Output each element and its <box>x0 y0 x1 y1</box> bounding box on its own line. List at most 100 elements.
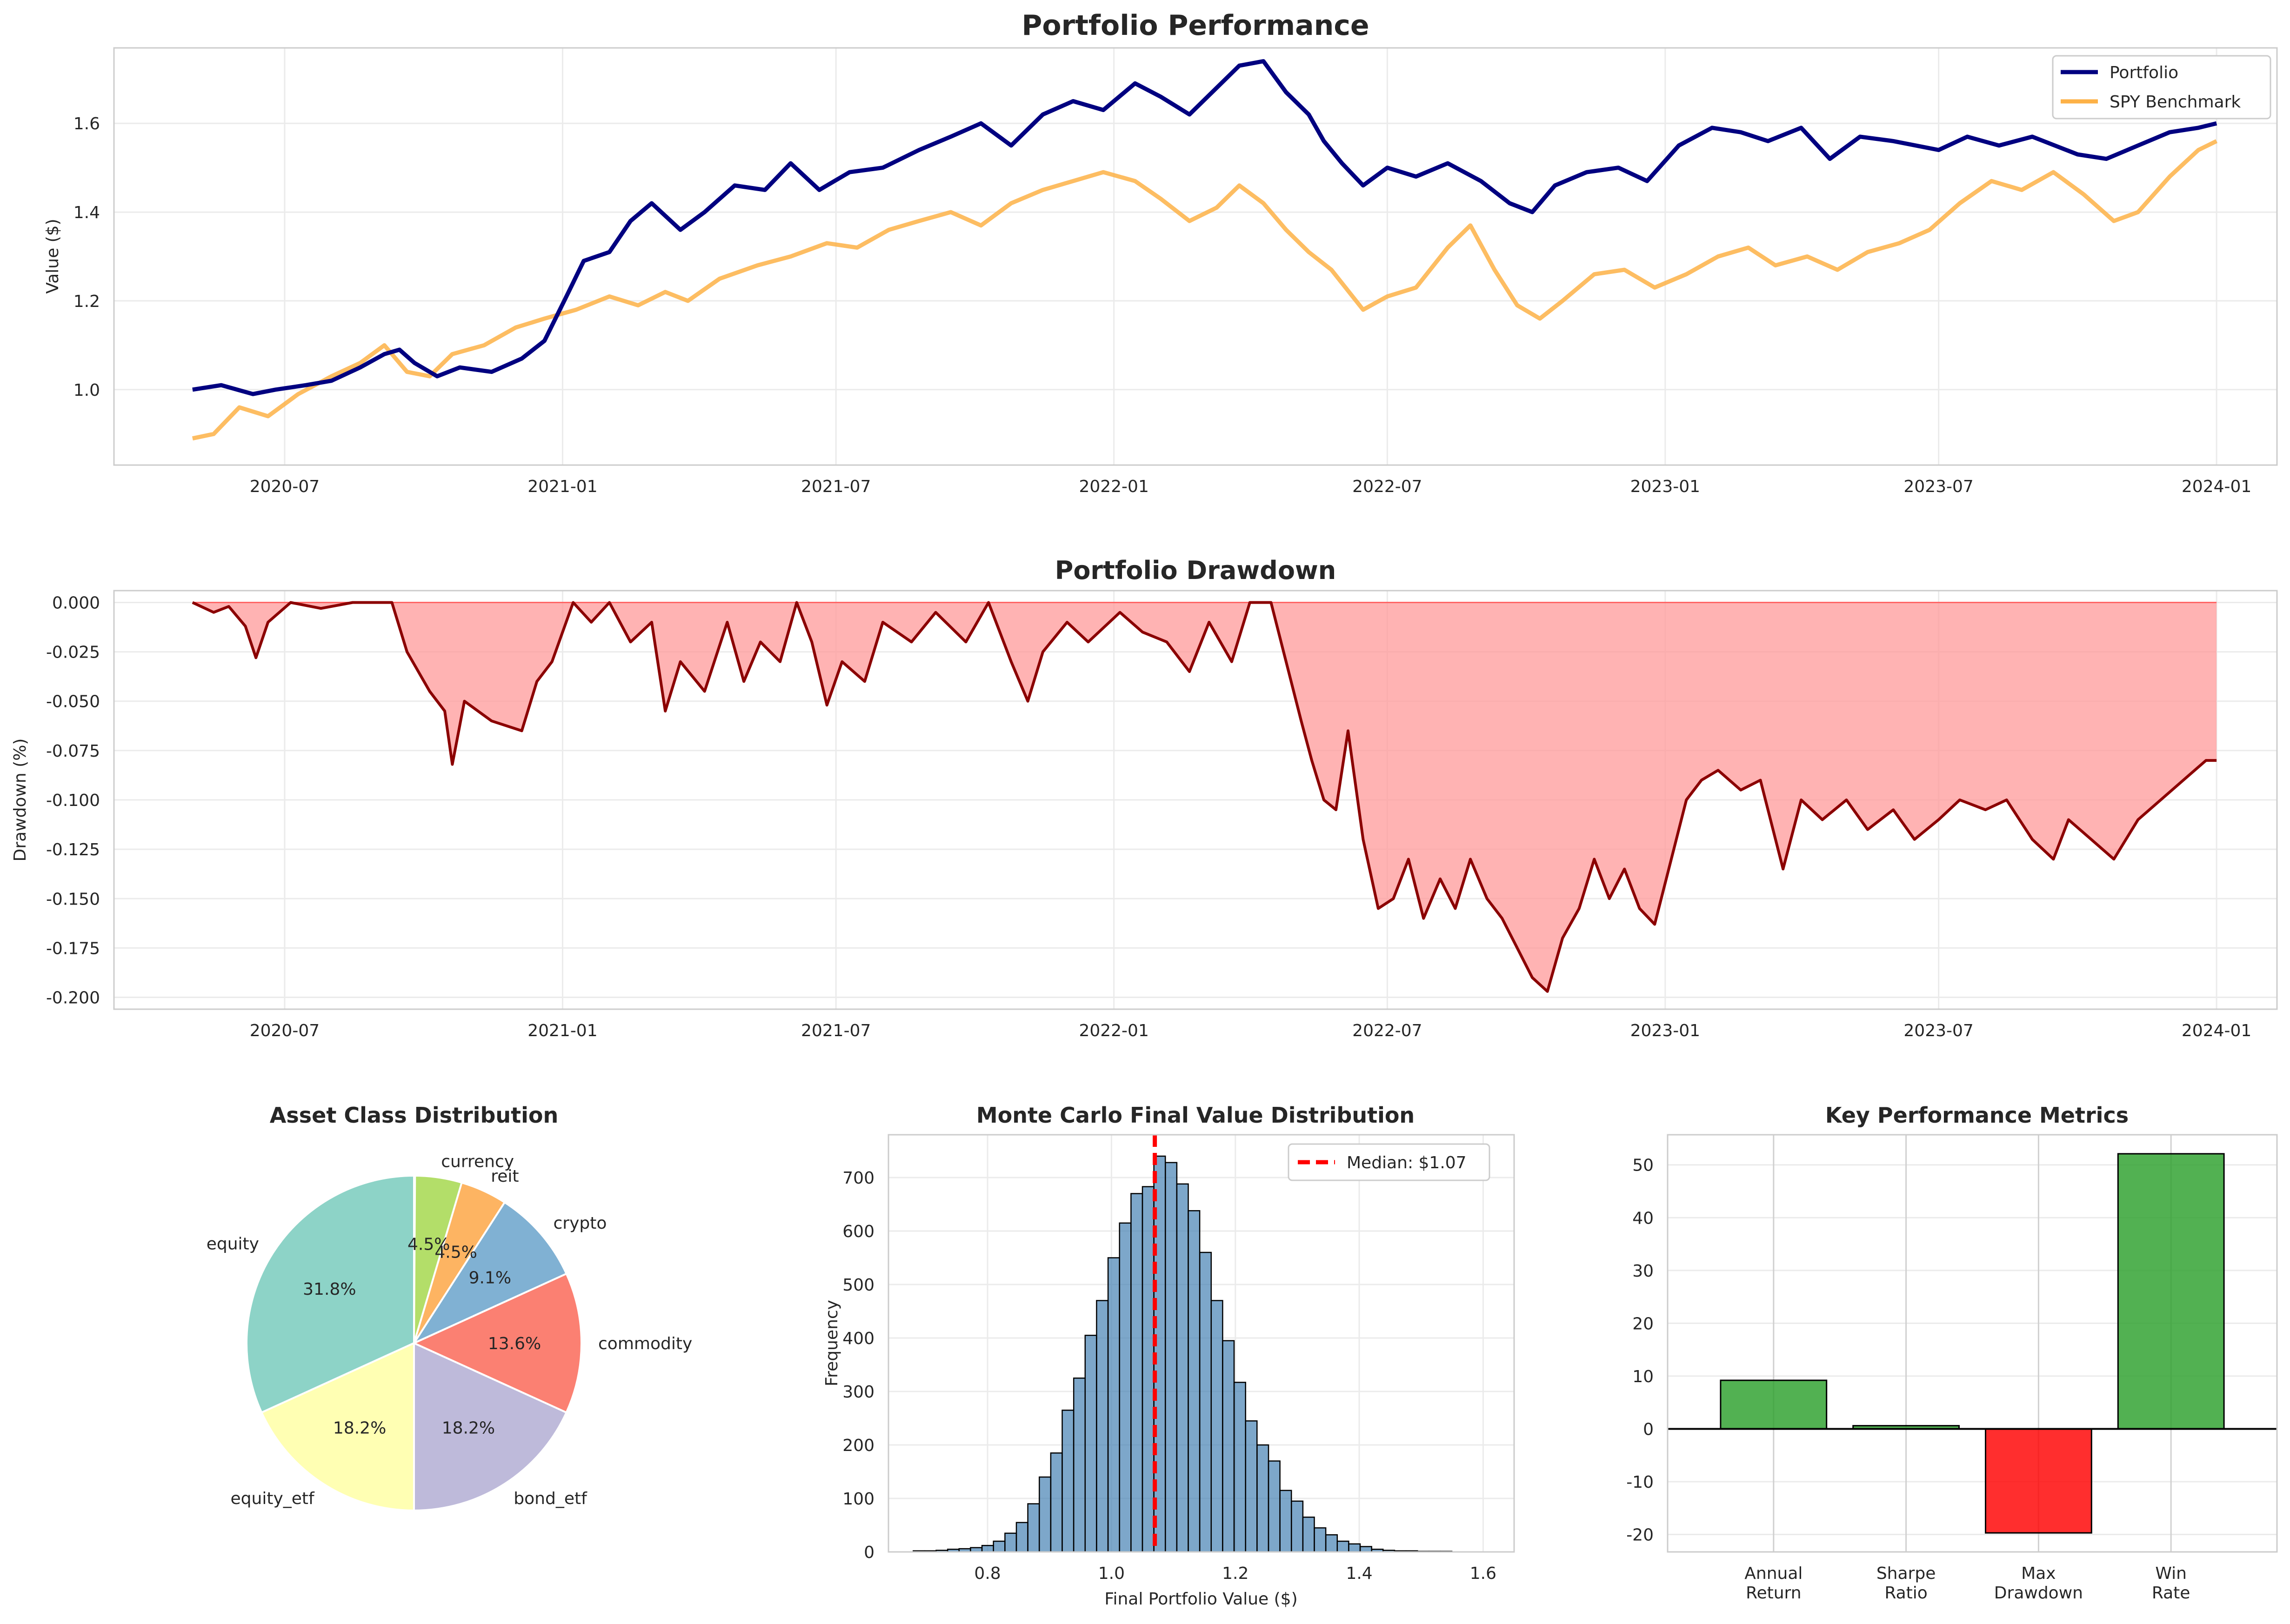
category-label: Annual <box>1744 1564 1803 1583</box>
x-tick-label: 0.8 <box>974 1564 1001 1583</box>
mc-xlabel: Final Portfolio Value ($) <box>1104 1590 1297 1609</box>
x-tick-label: 1.6 <box>1470 1564 1496 1583</box>
y-tick-label: 300 <box>842 1383 875 1402</box>
category-label: Ratio <box>1884 1584 1927 1603</box>
performance-frame <box>113 47 2278 466</box>
x-tick-label: 2022-01 <box>1079 477 1148 496</box>
pie-slice-bond-etf <box>413 1341 568 1512</box>
drawdown-ylabel: Drawdown (%) <box>11 739 30 862</box>
category-label: Drawdown <box>1994 1584 2083 1603</box>
kpm-y-ticks: -20 -10 0 10 20 30 40 50 <box>1626 1156 1654 1545</box>
pie-pct-label: 4.5% <box>407 1235 450 1254</box>
performance-legend: Portfolio SPY Benchmark <box>2052 55 2271 120</box>
y-tick-label: -0.150 <box>46 890 100 909</box>
pie-category-label: equity_etf <box>231 1489 315 1508</box>
pie-category-label: equity <box>207 1235 259 1254</box>
y-tick-label: -0.025 <box>46 643 100 662</box>
x-tick-label: 2023-01 <box>1630 477 1700 496</box>
drawdown-frame <box>113 590 2278 1010</box>
metric-bar <box>1720 1379 1828 1430</box>
performance-lines <box>192 59 2218 441</box>
pie-slice-crypto <box>411 1201 568 1345</box>
histogram-bar <box>1107 1257 1120 1553</box>
y-tick-label: -0.100 <box>46 791 100 810</box>
pie-pct-label: 4.5% <box>434 1243 477 1262</box>
histogram-bar <box>1279 1490 1292 1553</box>
histogram-bar <box>1256 1444 1269 1553</box>
series-line-spy <box>192 139 2218 441</box>
pie-labels: 31.8% equity 18.2% equity_etf 18.2% bond_etf 1… <box>207 1152 693 1508</box>
drawdown-line <box>192 601 2217 993</box>
pie-slice-currency <box>413 1174 463 1344</box>
mc-ylabel: Frequency <box>822 1300 841 1386</box>
histogram-bar <box>1084 1335 1097 1553</box>
y-tick-label: 1.4 <box>73 203 100 222</box>
mc-legend-frame <box>1288 1143 1490 1181</box>
category-label: Return <box>1746 1584 1801 1603</box>
x-tick-label: 2023-01 <box>1630 1021 1700 1040</box>
drawdown-area <box>192 601 2217 993</box>
y-tick-label: 30 <box>1632 1262 1654 1281</box>
legend-frame <box>2052 55 2271 120</box>
metric-bar <box>1985 1428 2092 1534</box>
histogram-bar <box>1119 1222 1132 1553</box>
mc-x-ticks: 0.8 1.0 1.2 1.4 1.6 <box>974 1564 1496 1583</box>
pie-slice-commodity <box>412 1272 582 1414</box>
y-tick-label: 700 <box>842 1169 875 1188</box>
histogram-bar <box>1222 1340 1235 1553</box>
histogram-bar <box>1359 1546 1372 1553</box>
x-tick-label: 2020-07 <box>250 477 320 496</box>
histogram-bar <box>1314 1527 1327 1553</box>
histogram-bar <box>1188 1210 1201 1553</box>
x-tick-label: 1.2 <box>1222 1564 1248 1583</box>
y-tick-label: 200 <box>842 1436 875 1455</box>
mc-legend: Median: $1.07 <box>1288 1143 1490 1181</box>
y-tick-label: 400 <box>842 1329 875 1348</box>
histogram-bar <box>1142 1186 1155 1553</box>
pie-category-label: currency <box>441 1152 514 1171</box>
performance-y-ticks: 1.0 1.2 1.4 1.6 <box>73 114 100 400</box>
histogram-bar <box>1027 1503 1040 1553</box>
histogram-bar <box>1039 1476 1052 1553</box>
histogram-bar <box>1073 1378 1086 1553</box>
pie-category-label: crypto <box>553 1214 607 1233</box>
asset-class-pie: Asset Class Distribution 31.8% equity 18.2… <box>207 1103 693 1512</box>
y-tick-label: -0.050 <box>46 692 100 712</box>
histogram-bar <box>1062 1410 1075 1553</box>
pie-slice-equity-etf <box>260 1341 415 1512</box>
y-tick-label: 50 <box>1632 1156 1654 1175</box>
histogram-bar <box>1245 1420 1258 1553</box>
x-tick-label: 2020-07 <box>250 1021 320 1040</box>
category-label: Rate <box>2152 1584 2190 1603</box>
histogram-bar <box>1302 1517 1315 1553</box>
drawdown-chart: Portfolio Drawdown 2020-07 2021-01 2021-07… <box>11 556 2278 1040</box>
pie-pct-label: 31.8% <box>303 1280 356 1299</box>
y-tick-label: 40 <box>1632 1209 1654 1228</box>
histogram-bar <box>1268 1460 1281 1553</box>
histogram-bar <box>1004 1532 1017 1553</box>
y-tick-label: -0.175 <box>46 939 100 958</box>
x-tick-label: 2021-01 <box>527 1021 597 1040</box>
drawdown-title: Portfolio Drawdown <box>1055 556 1336 585</box>
histogram-bar <box>1199 1251 1212 1553</box>
histogram-bar <box>1348 1543 1361 1553</box>
y-tick-label: 600 <box>842 1222 875 1241</box>
x-tick-label: 2023-07 <box>1903 1021 1973 1040</box>
x-tick-label: 1.4 <box>1346 1564 1372 1583</box>
y-tick-label: -10 <box>1626 1473 1654 1492</box>
histogram-bar <box>1096 1300 1109 1553</box>
mc-y-ticks: 0 100 200 300 400 500 600 700 <box>842 1169 875 1562</box>
y-tick-label: 100 <box>842 1490 875 1509</box>
performance-gridlines <box>114 48 2277 465</box>
y-tick-label: 10 <box>1632 1367 1654 1386</box>
y-tick-label: 500 <box>842 1276 875 1295</box>
kpm-title: Key Performance Metrics <box>1825 1103 2129 1128</box>
pie-pct-label: 18.2% <box>442 1419 495 1438</box>
drawdown-y-ticks: 0.000 -0.025 -0.050 -0.075 -0.100 -0.125 -0.15… <box>46 593 100 1007</box>
category-label: Win <box>2155 1564 2187 1583</box>
drawdown-x-ticks: 2020-07 2021-01 2021-07 2022-01 2022-07 2023-… <box>250 1021 2252 1040</box>
histogram-bar <box>1325 1534 1338 1553</box>
histogram-bar <box>1291 1500 1304 1553</box>
mc-legend-label: Median: $1.07 <box>1347 1153 1467 1172</box>
x-tick-label: 2022-07 <box>1352 477 1422 496</box>
